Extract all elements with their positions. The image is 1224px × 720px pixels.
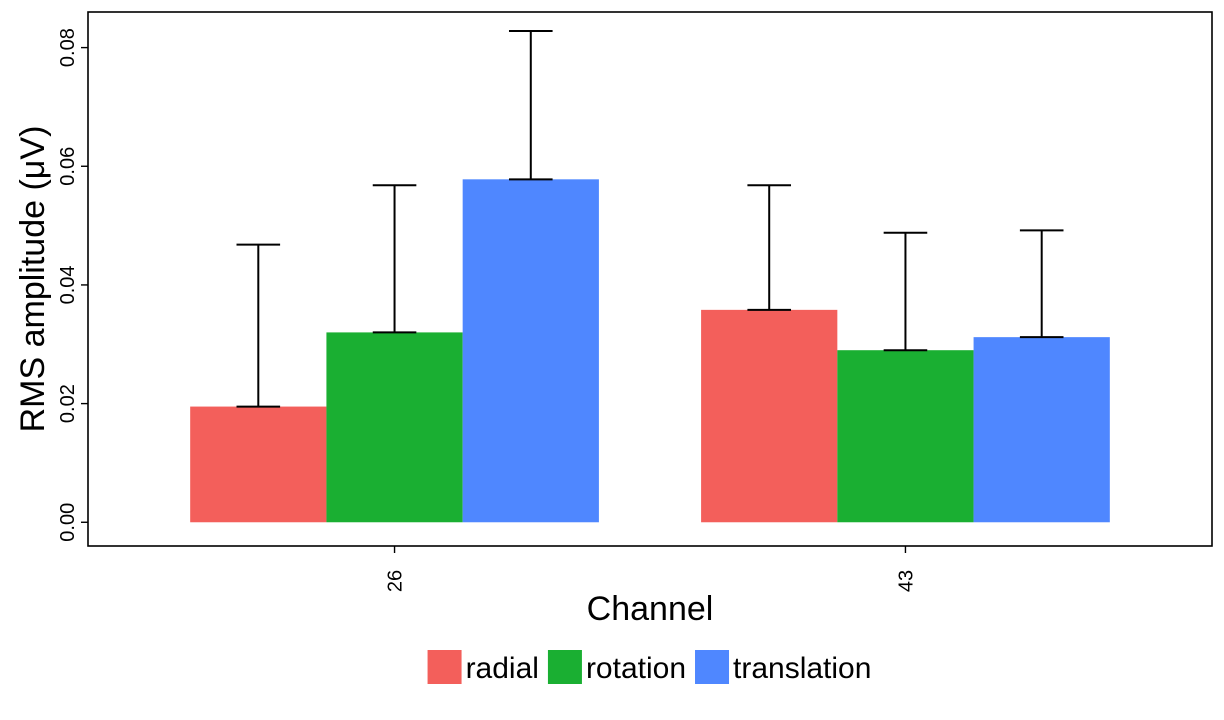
x-tick-label: 26 <box>385 570 407 592</box>
y-tick-label: 0.02 <box>57 384 79 423</box>
bar-translation-26 <box>462 179 599 523</box>
legend-label-rotation: rotation <box>586 652 686 685</box>
error-bars-group <box>236 29 1064 408</box>
legend-label-radial: radial <box>466 652 539 685</box>
legend: radial rotation translation <box>427 650 871 685</box>
legend-key-radial <box>427 650 462 684</box>
bars-group <box>190 179 1110 523</box>
y-axis-title: RMS amplitude (μV) <box>14 126 52 433</box>
y-tick-label: 0.00 <box>57 503 79 542</box>
x-tick-label: 43 <box>895 570 917 592</box>
y-axis-ticks: 0.00 0.02 0.04 0.06 0.08 <box>57 28 88 542</box>
bar-translation-43 <box>973 337 1110 523</box>
x-axis-title: Channel <box>587 590 714 628</box>
y-tick-label: 0.08 <box>57 28 79 67</box>
bar-radial-26 <box>190 406 327 523</box>
y-tick-label: 0.06 <box>57 147 79 186</box>
legend-key-translation <box>695 650 730 684</box>
bar-rotation-43 <box>837 350 974 523</box>
legend-key-rotation <box>547 650 582 684</box>
x-axis-ticks: 26 43 <box>385 546 917 592</box>
bar-rotation-26 <box>326 332 463 523</box>
legend-label-translation: translation <box>733 652 871 685</box>
y-tick-label: 0.04 <box>57 265 79 304</box>
plot-panel <box>87 11 1213 547</box>
bar-radial-43 <box>701 309 838 523</box>
